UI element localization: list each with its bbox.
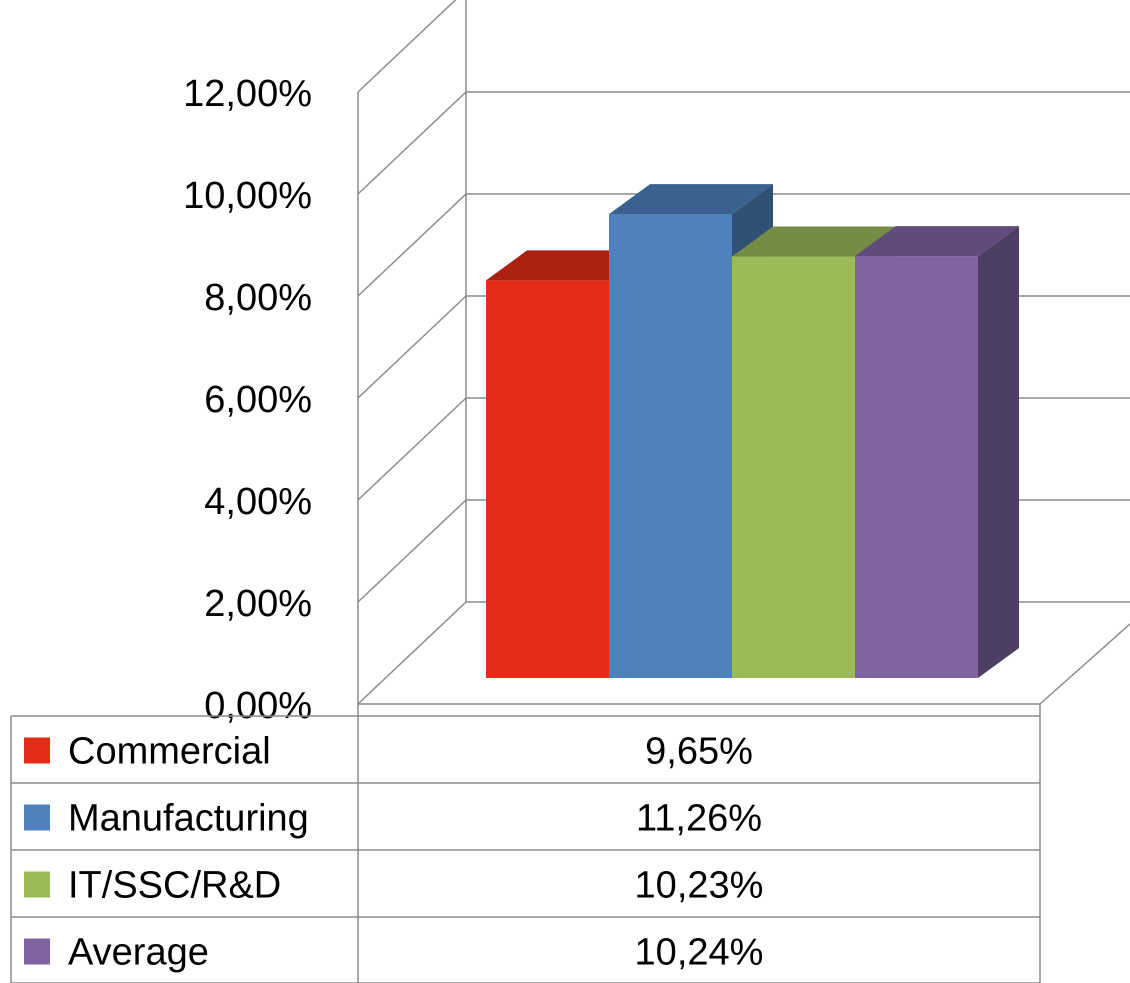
table-value-label: 10,24% xyxy=(635,932,764,974)
bar xyxy=(732,256,855,678)
table-value-label: 11,26% xyxy=(636,798,762,840)
gridline-wall xyxy=(357,193,467,297)
gridline-wall xyxy=(357,397,467,501)
table-category-label: Commercial xyxy=(68,731,271,773)
bar-top xyxy=(609,184,773,215)
bar-top xyxy=(732,226,896,257)
y-tick-label: 0,00% xyxy=(204,685,312,727)
y-tick-label: 6,00% xyxy=(204,379,312,421)
table-value-label: 10,23% xyxy=(635,865,764,907)
legend-swatch xyxy=(24,938,50,965)
bar xyxy=(609,214,732,678)
table-category-label: Average xyxy=(68,932,209,974)
bar xyxy=(486,280,609,678)
gridline-wall xyxy=(357,0,457,93)
bar xyxy=(855,256,978,678)
floor-right-edge xyxy=(1039,623,1130,705)
table-value-label: 9,65% xyxy=(645,731,753,773)
table-category-label: IT/SSC/R&D xyxy=(68,865,281,907)
gridline-wall xyxy=(357,601,467,705)
y-tick-label: 12,00% xyxy=(183,73,312,115)
y-tick-label: 10,00% xyxy=(183,175,312,217)
gridline-wall xyxy=(357,295,467,399)
table-category-label: Manufacturing xyxy=(68,798,309,840)
gridline-wall xyxy=(357,91,467,195)
legend-swatch xyxy=(24,804,50,831)
y-tick-label: 2,00% xyxy=(204,583,312,625)
y-tick-label: 8,00% xyxy=(204,277,312,319)
y-tick-label: 4,00% xyxy=(204,481,312,523)
gridline-wall xyxy=(357,499,467,603)
legend-swatch xyxy=(24,737,50,764)
bar-top xyxy=(855,226,1019,257)
legend-swatch xyxy=(24,871,50,898)
bar-side xyxy=(978,226,1019,678)
